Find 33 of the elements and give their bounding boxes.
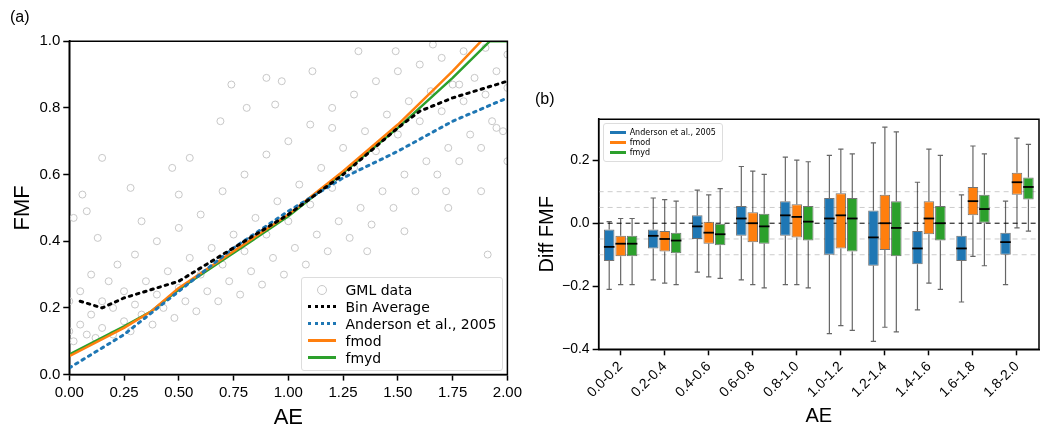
y-tick-label: 0.4: [39, 231, 61, 249]
y-tick-label: 0.6: [39, 164, 61, 182]
chart-title: (b): [535, 90, 555, 108]
x-tick-label: 0.25: [109, 382, 139, 400]
chart-title: (a): [10, 8, 30, 26]
x-tick-label: 1.75: [438, 382, 468, 400]
legend-label: fmyd: [629, 148, 651, 158]
legend-label: Anderson et al., 2005: [345, 315, 497, 332]
legend-label: fmod: [345, 332, 382, 349]
legend-label: GML data: [345, 281, 413, 298]
legend-label: Anderson et al., 2005: [629, 128, 716, 138]
y-tick-label: 0.8: [39, 98, 61, 116]
x-tick-label: 1.50: [383, 382, 413, 400]
y-tick-label: 0.2: [570, 151, 590, 168]
y-axis-title: FMF: [9, 185, 35, 231]
x-axis-title: AE: [273, 403, 304, 429]
y-tick-label: 0.0: [39, 364, 61, 382]
x-tick-label: 0.75: [218, 382, 249, 400]
legend-label: fmod: [629, 138, 651, 148]
x-tick-label: 0.00: [54, 382, 84, 400]
y-tick-label: −0.2: [562, 277, 590, 294]
y-axis-title: Diff FMF: [534, 196, 557, 273]
x-tick-label: 1.25: [328, 382, 358, 400]
x-tick-label: 2.00: [492, 382, 522, 400]
y-tick-label: 0.2: [39, 298, 61, 316]
x-axis-title: AE: [805, 403, 833, 426]
y-tick-label: 1.0: [39, 31, 61, 49]
legend-label: Bin Average: [345, 298, 430, 315]
x-tick-label: 0.50: [164, 382, 194, 400]
y-tick-label: −0.4: [562, 340, 590, 357]
x-tick-label: 1.00: [273, 382, 303, 400]
legend-label: fmyd: [345, 349, 382, 366]
y-tick-label: 0.0: [570, 214, 590, 231]
